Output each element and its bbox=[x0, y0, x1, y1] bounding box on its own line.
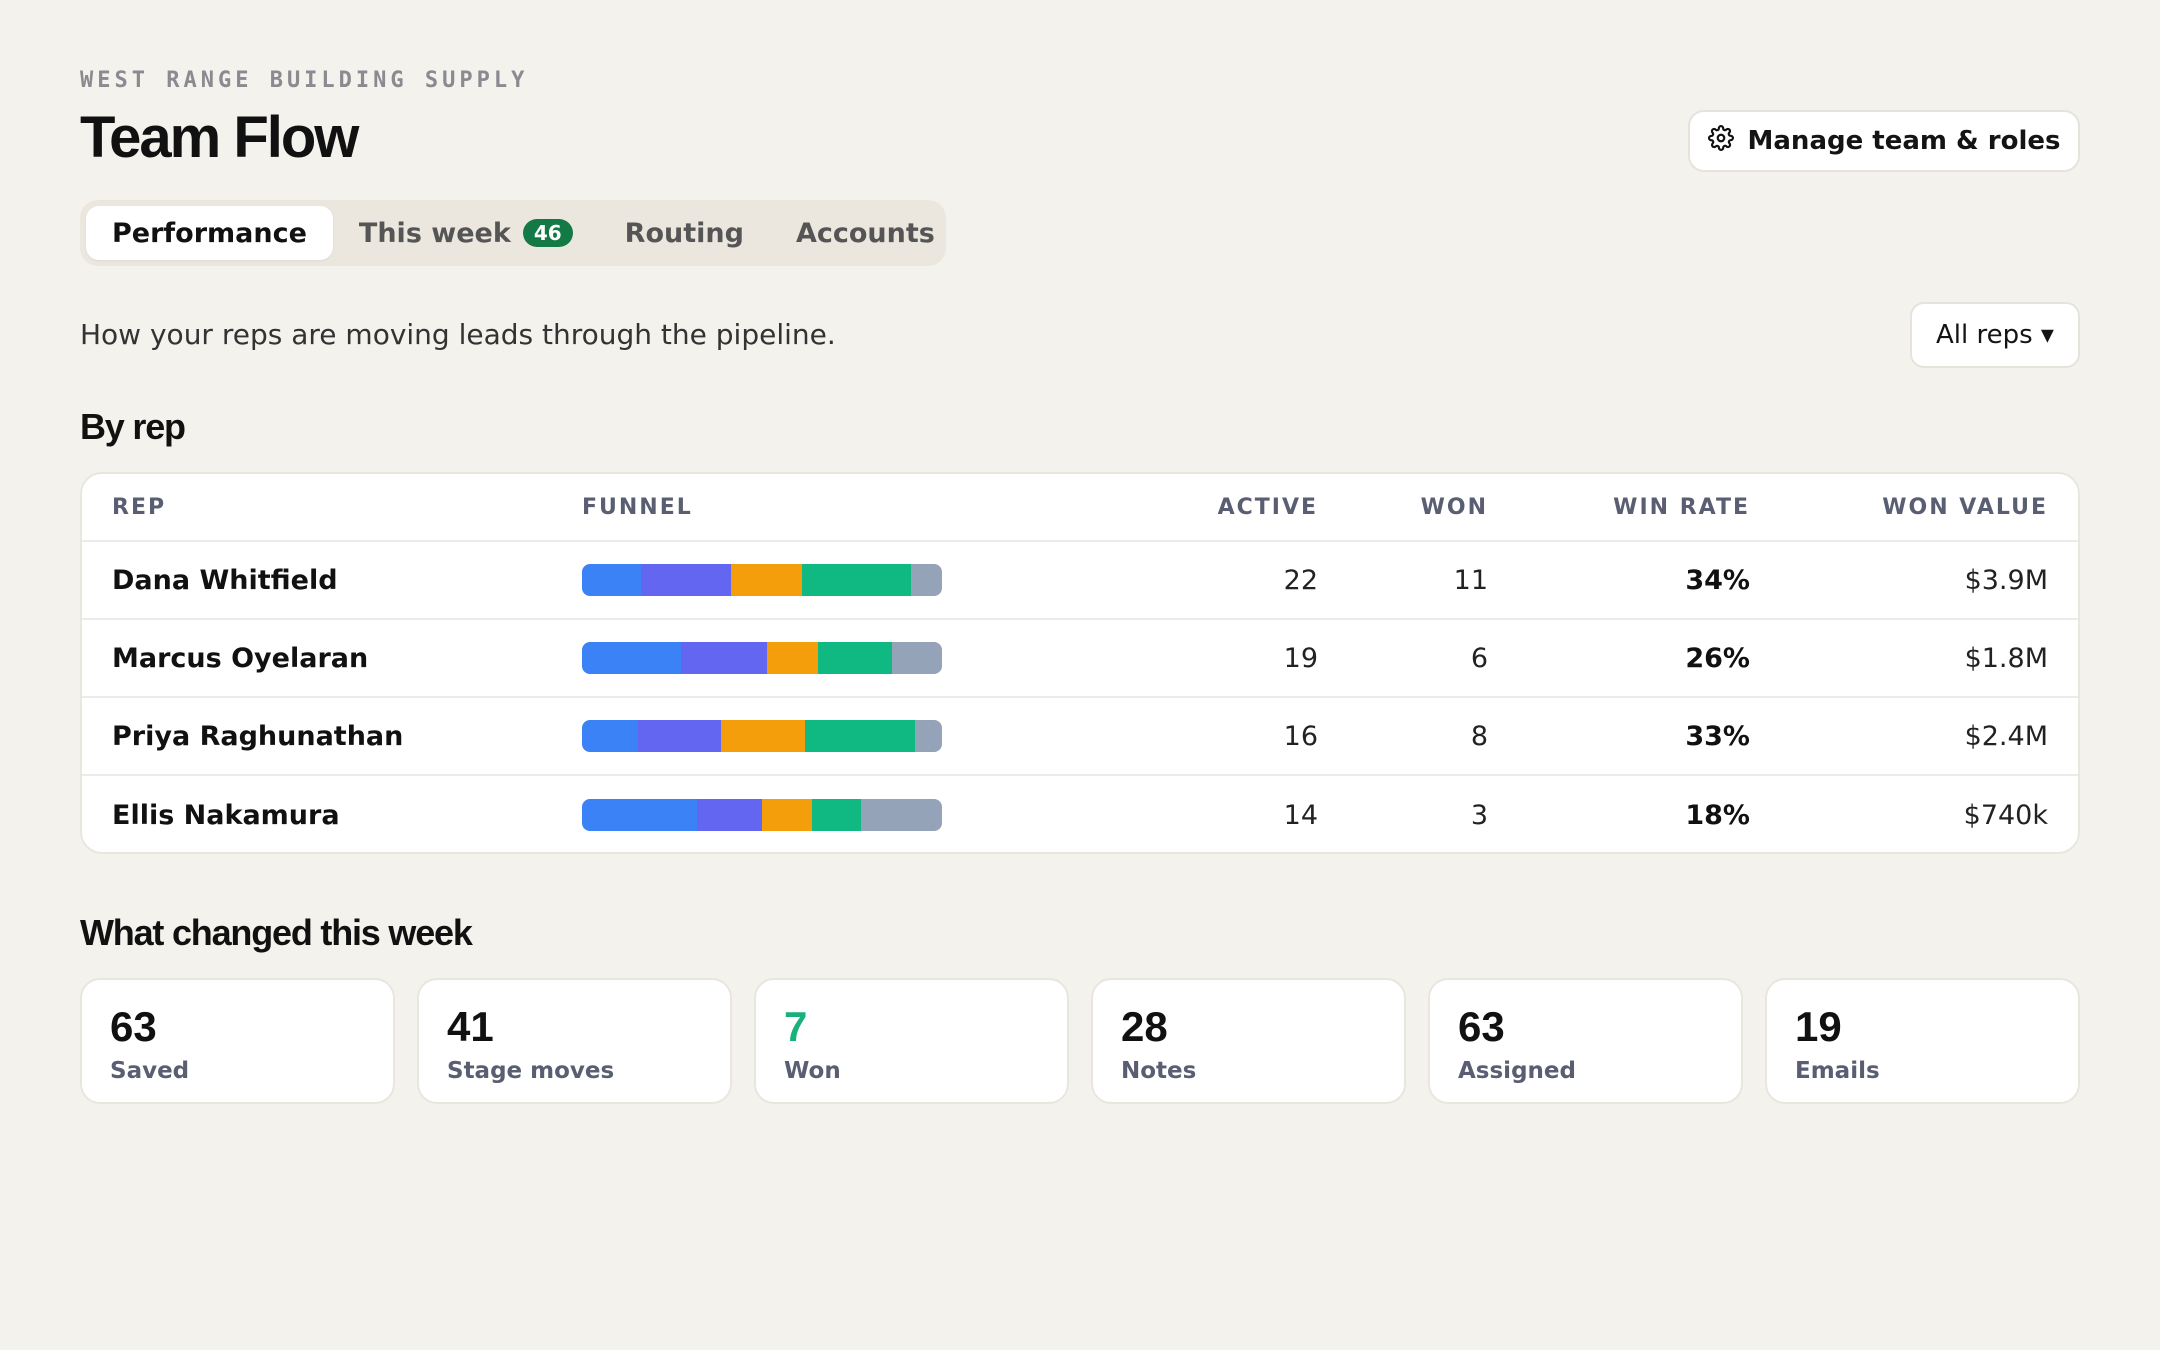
funnel-segment-lost bbox=[914, 720, 942, 752]
rep-table: REP FUNNEL ACTIVE WON WIN RATE WON VALUE… bbox=[80, 472, 2080, 854]
table-row[interactable]: Priya Raghunathan 16 8 33% $2.4M bbox=[82, 698, 2078, 776]
funnel-bar bbox=[582, 642, 942, 674]
funnel-bar bbox=[582, 799, 942, 831]
manage-team-button[interactable]: Manage team & roles bbox=[1688, 110, 2080, 172]
tab-label: Performance bbox=[112, 217, 307, 249]
active-count: 19 bbox=[1283, 642, 1318, 674]
column-header-won[interactable]: WON bbox=[1420, 494, 1488, 520]
funnel-segment-won bbox=[805, 720, 915, 752]
funnel-bar bbox=[582, 564, 942, 596]
rep-name: Marcus Oyelaran bbox=[112, 642, 369, 674]
stat-card-won[interactable]: 7 Won bbox=[754, 978, 1069, 1104]
win-rate: 26% bbox=[1685, 642, 1750, 674]
stat-label: Assigned bbox=[1458, 1058, 1576, 1084]
weekly-stats: 63 Saved 41 Stage moves 7 Won 28 Notes 6… bbox=[80, 978, 2080, 1104]
stat-value: 19 bbox=[1795, 1003, 1842, 1050]
funnel-segment-proposal bbox=[767, 642, 818, 674]
won-value: $1.8M bbox=[1964, 642, 2048, 674]
funnel-cell bbox=[582, 620, 942, 696]
funnel-segment-lost bbox=[891, 642, 942, 674]
won-value: $3.9M bbox=[1964, 564, 2048, 596]
stat-value: 63 bbox=[1458, 1003, 1505, 1050]
funnel-segment-new bbox=[582, 799, 698, 831]
column-header-rep[interactable]: REP bbox=[112, 494, 167, 520]
funnel-cell bbox=[582, 542, 942, 618]
tab-routing[interactable]: Routing bbox=[599, 206, 770, 260]
rep-name: Ellis Nakamura bbox=[112, 799, 340, 831]
table-row[interactable]: Marcus Oyelaran 19 6 26% $1.8M bbox=[82, 620, 2078, 698]
stat-label: Emails bbox=[1795, 1058, 1880, 1084]
funnel-segment-contacted bbox=[697, 799, 762, 831]
funnel-segment-proposal bbox=[731, 564, 802, 596]
funnel-segment-new bbox=[582, 642, 681, 674]
active-count: 14 bbox=[1283, 799, 1318, 831]
what-changed-heading: What changed this week bbox=[80, 912, 473, 953]
funnel-segment-won bbox=[801, 564, 912, 596]
stat-label: Stage moves bbox=[447, 1058, 615, 1084]
won-count: 11 bbox=[1453, 564, 1488, 596]
stat-card-emails[interactable]: 19 Emails bbox=[1765, 978, 2080, 1104]
won-count: 3 bbox=[1470, 799, 1488, 831]
funnel-segment-contacted bbox=[681, 642, 768, 674]
funnel-bar bbox=[582, 720, 942, 752]
count-badge: 46 bbox=[522, 219, 573, 247]
tab-accounts[interactable]: Accounts bbox=[770, 206, 961, 260]
rep-name: Priya Raghunathan bbox=[112, 720, 404, 752]
stat-value: 41 bbox=[447, 1003, 494, 1050]
won-value: $2.4M bbox=[1964, 720, 2048, 752]
funnel-segment-new bbox=[582, 564, 642, 596]
stat-label: Won bbox=[784, 1058, 841, 1084]
gear-icon bbox=[1707, 124, 1734, 158]
funnel-cell bbox=[582, 698, 942, 774]
stat-value: 63 bbox=[110, 1003, 157, 1050]
stat-label: Notes bbox=[1121, 1058, 1197, 1084]
win-rate: 34% bbox=[1685, 564, 1750, 596]
column-header-win-rate[interactable]: WIN RATE bbox=[1613, 494, 1750, 520]
tab-this-week[interactable]: This week 46 bbox=[333, 206, 599, 260]
by-rep-heading: By rep bbox=[80, 406, 186, 447]
rep-filter-select[interactable]: All reps ▾ bbox=[1910, 302, 2080, 368]
funnel-segment-contacted bbox=[637, 720, 721, 752]
rep-name: Dana Whitfield bbox=[112, 564, 338, 596]
page-title: Team Flow bbox=[80, 105, 359, 170]
funnel-cell bbox=[582, 776, 942, 852]
active-count: 16 bbox=[1283, 720, 1318, 752]
stat-label: Saved bbox=[110, 1058, 190, 1084]
org-name: WEST RANGE BUILDING SUPPLY bbox=[80, 68, 529, 93]
stat-value: 28 bbox=[1121, 1003, 1168, 1050]
table-header: REP FUNNEL ACTIVE WON WIN RATE WON VALUE bbox=[82, 474, 2078, 542]
tab-label: This week bbox=[358, 217, 511, 249]
tab-label: Routing bbox=[624, 217, 744, 249]
won-count: 6 bbox=[1470, 642, 1488, 674]
funnel-segment-new bbox=[582, 720, 638, 752]
tab-performance[interactable]: Performance bbox=[86, 206, 333, 260]
stat-card-stage-moves[interactable]: 41 Stage moves bbox=[417, 978, 732, 1104]
column-header-active[interactable]: ACTIVE bbox=[1217, 494, 1318, 520]
win-rate: 33% bbox=[1685, 720, 1750, 752]
won-count: 8 bbox=[1470, 720, 1488, 752]
table-row[interactable]: Dana Whitfield 22 11 34% $3.9M bbox=[82, 542, 2078, 620]
tab-bar: Performance This week 46 Routing Account… bbox=[80, 200, 946, 266]
stat-card-notes[interactable]: 28 Notes bbox=[1091, 978, 1406, 1104]
tab-label: Accounts bbox=[795, 217, 935, 249]
team-flow-page: WEST RANGE BUILDING SUPPLY Team Flow Man… bbox=[80, 0, 2080, 1350]
column-header-won-value[interactable]: WON VALUE bbox=[1882, 494, 2048, 520]
active-count: 22 bbox=[1283, 564, 1318, 596]
stat-card-assigned[interactable]: 63 Assigned bbox=[1428, 978, 1743, 1104]
table-row[interactable]: Ellis Nakamura 14 3 18% $740k bbox=[82, 776, 2078, 852]
won-value: $740k bbox=[1963, 799, 2048, 831]
funnel-segment-contacted bbox=[641, 564, 732, 596]
funnel-segment-lost bbox=[860, 799, 942, 831]
funnel-segment-won bbox=[817, 642, 892, 674]
funnel-segment-won bbox=[812, 799, 861, 831]
stat-value: 7 bbox=[784, 1003, 808, 1050]
funnel-segment-proposal bbox=[720, 720, 806, 752]
stat-card-saved[interactable]: 63 Saved bbox=[80, 978, 395, 1104]
funnel-segment-lost bbox=[911, 564, 942, 596]
page-subtitle: How your reps are moving leads through t… bbox=[80, 318, 836, 351]
manage-team-label: Manage team & roles bbox=[1747, 126, 2061, 156]
column-header-funnel: FUNNEL bbox=[582, 494, 693, 520]
win-rate: 18% bbox=[1685, 799, 1750, 831]
funnel-segment-proposal bbox=[761, 799, 813, 831]
